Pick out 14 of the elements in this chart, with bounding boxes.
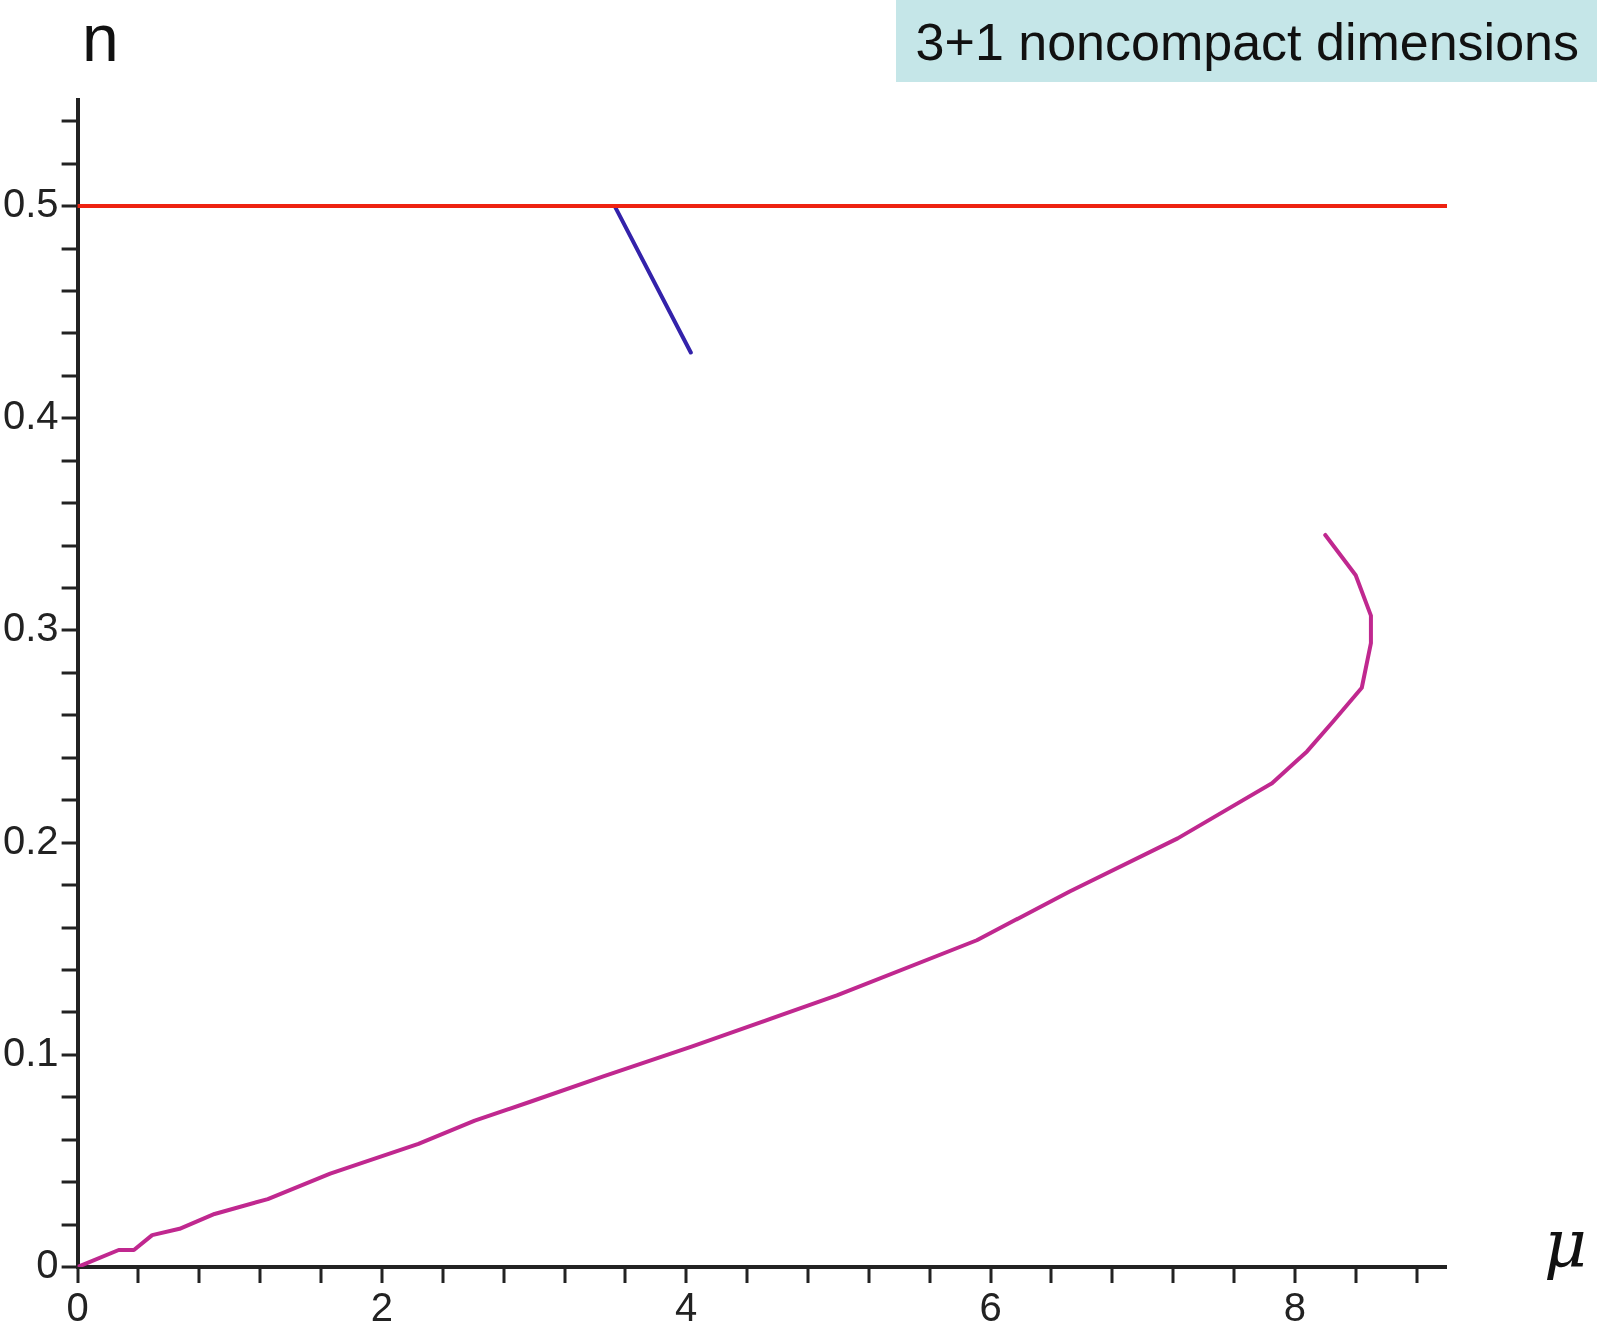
y-tick-label: 0.3 [3,605,59,650]
x-tick-label: 2 [370,1285,394,1330]
y-axis-title: n [82,0,119,76]
x-tick-label: 8 [1283,1285,1306,1330]
x-tick-label: 6 [979,1285,1002,1330]
y-tick-label: 0 [36,1242,59,1287]
x-tick-label: 0 [66,1285,89,1330]
x-tick-label: 4 [675,1285,698,1330]
chart-title: 3+1 noncompact dimensions [895,0,1597,82]
y-tick-label: 0.4 [3,393,59,438]
y-tick-label: 0.2 [3,817,59,862]
y-tick-label: 0.1 [3,1029,59,1074]
x-axis-title: μ [1544,1205,1587,1282]
y-tick-label: 0.5 [3,181,59,226]
